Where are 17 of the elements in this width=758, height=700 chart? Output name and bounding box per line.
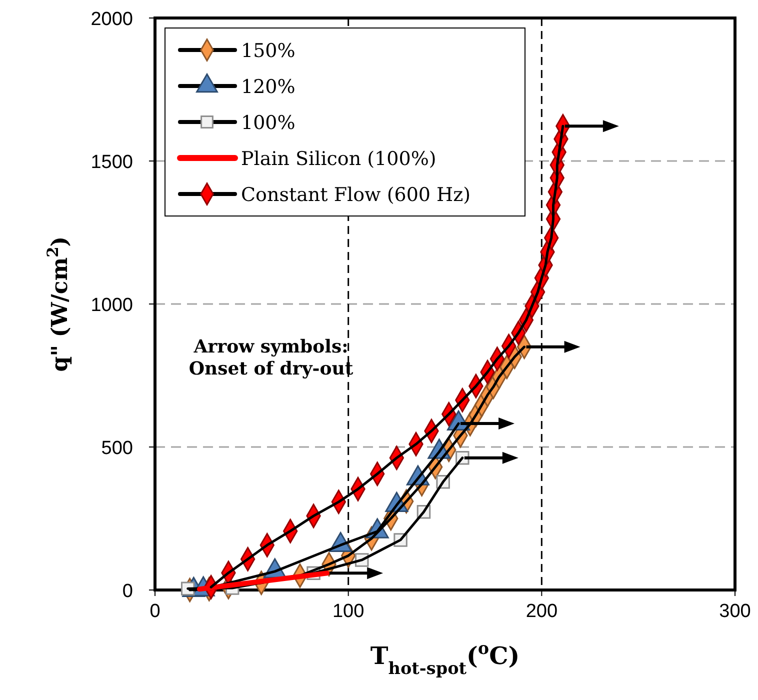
y-tick-label: 1000 bbox=[90, 295, 133, 316]
x-tick-label: 200 bbox=[526, 601, 558, 622]
annotation: Arrow symbols: bbox=[192, 336, 348, 358]
legend-label: 150% bbox=[241, 40, 296, 62]
legend-label: 120% bbox=[241, 76, 296, 98]
legend-label: 100% bbox=[241, 112, 296, 134]
annotation: Onset of dry-out bbox=[188, 358, 354, 380]
y-tick-label: 1500 bbox=[90, 152, 133, 173]
x-axis-title: T$_{hot-spot}$($^{o}$C) bbox=[370, 638, 520, 678]
y-tick-label: 2000 bbox=[90, 9, 133, 30]
x-tick-label: 0 bbox=[150, 601, 160, 622]
x-tick-label: 300 bbox=[719, 601, 751, 622]
legend-label: Constant Flow (600 Hz) bbox=[241, 184, 471, 206]
y-tick-label: 0 bbox=[122, 581, 133, 602]
legend-label: Plain Silicon (100%) bbox=[241, 148, 436, 170]
y-tick-label: 500 bbox=[101, 438, 133, 459]
x-tick-label: 100 bbox=[332, 601, 364, 622]
